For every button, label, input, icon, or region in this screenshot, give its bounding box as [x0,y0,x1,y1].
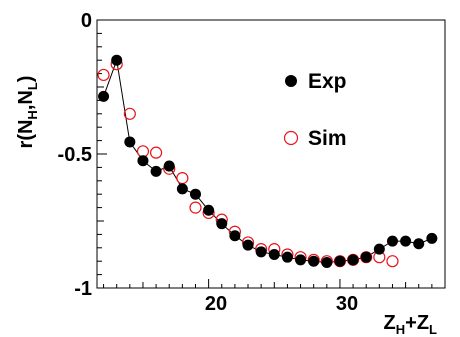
y-axis-title: r(NH,NL) [15,76,40,149]
y-tick-label-neg-0-5: -0.5 [58,144,92,166]
exp-point [295,254,307,266]
exp-series [98,54,438,269]
sim-point [386,255,399,268]
x-title-sub1: H [396,322,405,337]
exp-point [373,243,385,255]
legend: Exp Sim [283,70,347,150]
exp-point [347,254,359,266]
exp-connecting-line [103,58,433,264]
x-title-main: Z [384,312,396,334]
exp-point [413,238,425,250]
sim-point [97,68,110,82]
exp-point [150,165,162,177]
exp-point [426,232,438,244]
exp-point [124,136,136,148]
exp-point [137,155,149,167]
exp-point [163,160,175,172]
legend-exp-marker [285,75,297,87]
y-title-mid: ,N [15,90,37,110]
x-tick-label-20: 20 [205,293,227,315]
x-tick-label-30: 30 [336,293,358,315]
exp-point [176,183,188,195]
exp-point [268,249,280,260]
legend-exp-label: Exp [308,70,347,93]
exp-point [255,246,267,258]
exp-point [386,235,398,247]
exp-point [216,218,228,230]
x-title-mid: +Z [405,312,429,334]
exp-point [400,235,412,247]
plot-frame [96,19,446,289]
sim-point [149,146,163,159]
x-title-sub2: L [429,322,437,337]
exp-point [308,255,320,267]
exp-point [321,257,333,269]
exp-point [98,90,110,102]
exp-point [242,239,254,251]
exp-point [334,255,346,267]
sim-point [136,145,150,158]
y-title-end: ) [15,76,37,83]
exp-point [229,230,241,242]
sim-point [123,107,136,120]
y-title-main: r(N [15,120,37,149]
exp-point [111,54,123,66]
y-tick-label-neg-1: -1 [74,278,92,300]
legend-sim-label: Sim [308,127,347,150]
exp-point [360,251,372,263]
y-tick-label-0: 0 [81,10,92,32]
y-title-sub1: H [25,110,40,119]
y-title-sub2: L [25,82,40,90]
axis-ticks [97,19,446,289]
exp-point [203,204,215,216]
legend-sim-marker [283,130,299,146]
exp-point [281,251,293,263]
sim-point [176,172,189,185]
sim-point [189,201,202,214]
exp-point [189,188,201,200]
x-axis-title: ZH+ZL [384,312,438,337]
